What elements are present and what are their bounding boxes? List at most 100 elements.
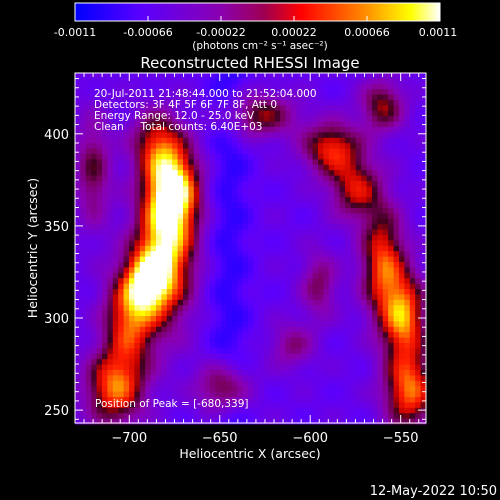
heatmap-cell [404, 218, 411, 225]
heatmap-cell [318, 78, 324, 85]
heatmap-cell [253, 326, 259, 333]
heatmap-cell [102, 154, 108, 160]
heatmap-cell [242, 83, 249, 90]
heatmap-cell [96, 245, 103, 252]
heatmap-cell [399, 175, 405, 182]
heatmap-cell [307, 224, 313, 230]
heatmap-cell [399, 121, 405, 128]
heatmap-cell [269, 370, 276, 376]
heatmap-cell [134, 83, 141, 90]
heatmap-cell [118, 299, 124, 306]
heatmap-cell [247, 397, 254, 403]
heatmap-cell [382, 391, 389, 398]
heatmap-cell [328, 240, 335, 247]
heatmap-cell [199, 218, 205, 225]
heatmap-cell [139, 418, 146, 425]
heatmap-cell [258, 132, 265, 139]
heatmap-cell [366, 73, 373, 79]
heatmap-cell [199, 116, 205, 122]
heatmap-cell [361, 132, 367, 139]
heatmap-cell [145, 321, 151, 328]
heatmap-cell [177, 143, 184, 149]
heatmap-cell [334, 83, 340, 90]
heatmap-cell [145, 343, 151, 349]
heatmap-cell [210, 208, 216, 214]
heatmap-cell [296, 305, 303, 311]
heatmap-cell [102, 348, 108, 355]
heatmap-cell [312, 289, 319, 295]
heatmap-cell [280, 121, 286, 128]
heatmap-cell [156, 73, 162, 79]
heatmap-cell [361, 364, 367, 371]
heatmap-cell [107, 116, 114, 122]
heatmap-cell [215, 283, 222, 290]
heatmap-cell [264, 127, 270, 133]
heatmap-cell [199, 397, 205, 403]
heatmap-cell [339, 170, 346, 176]
heatmap-cell [177, 116, 184, 122]
heatmap-cell [166, 370, 173, 376]
heatmap-cell [372, 218, 378, 225]
heatmap-cell [215, 343, 222, 349]
heatmap-cell [382, 213, 389, 220]
heatmap-cell [339, 208, 346, 214]
heatmap-cell [150, 391, 157, 398]
heatmap-cell [318, 170, 324, 176]
heatmap-cell [134, 213, 141, 220]
heatmap-cell [264, 326, 270, 333]
heatmap-cell [280, 316, 286, 322]
heatmap-cell [134, 402, 141, 409]
heatmap-cell [269, 289, 276, 295]
heatmap-cell [318, 132, 324, 139]
heatmap-cell [139, 132, 146, 139]
heatmap-cell [204, 326, 211, 333]
heatmap-cell [345, 235, 351, 241]
heatmap-cell [150, 245, 157, 252]
heatmap-cell [350, 375, 357, 382]
heatmap-cell [404, 397, 411, 403]
heatmap-cell [285, 191, 292, 198]
heatmap-cell [247, 121, 254, 128]
heatmap-cell [134, 359, 141, 365]
heatmap-cell [220, 386, 227, 392]
heatmap-cell [96, 370, 103, 376]
heatmap-cell [112, 224, 119, 230]
heatmap-cell [269, 170, 276, 176]
heatmap-cell [102, 321, 108, 328]
heatmap-cell [285, 359, 292, 365]
heatmap-cell [118, 175, 124, 182]
heatmap-cell [231, 294, 238, 301]
heatmap-cell [366, 262, 373, 268]
heatmap-cell [307, 159, 313, 166]
heatmap-cell [393, 229, 400, 236]
heatmap-cell [285, 186, 292, 193]
heatmap-cell [129, 305, 135, 311]
heatmap-cell [172, 73, 178, 79]
heatmap-cell [129, 73, 135, 79]
heatmap-cell [280, 229, 286, 236]
heatmap-cell [139, 283, 146, 290]
heatmap-cell [339, 289, 346, 295]
heatmap-cell [355, 110, 362, 117]
heatmap-cell [296, 256, 303, 263]
heatmap-cell [334, 100, 340, 106]
heatmap-cell [328, 386, 335, 392]
heatmap-cell [323, 175, 330, 182]
heatmap-cell [193, 326, 200, 333]
heatmap-cell [420, 359, 427, 365]
heatmap-cell [274, 127, 281, 133]
heatmap-cell [166, 213, 173, 220]
heatmap-cell [404, 154, 411, 160]
heatmap-cell [123, 224, 130, 230]
heatmap-cell [258, 83, 265, 90]
heatmap-cell [328, 256, 335, 263]
heatmap-cell [166, 191, 173, 198]
heatmap-cell [372, 397, 378, 403]
heatmap-cell [420, 159, 427, 166]
heatmap-cell [307, 326, 313, 333]
heatmap-cell [80, 326, 87, 333]
heatmap-cell [366, 337, 373, 344]
heatmap-cell [226, 402, 232, 409]
heatmap-cell [404, 245, 411, 252]
heatmap-cell [399, 94, 405, 101]
